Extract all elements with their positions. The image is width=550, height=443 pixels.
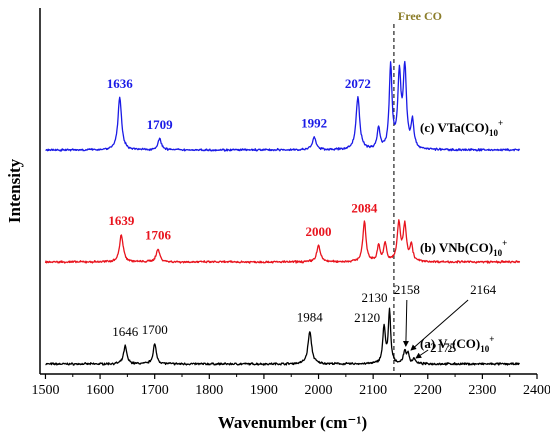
peak-label-a-2158: 2158 xyxy=(394,282,420,297)
series-label-c: (c) VTa(CO)10+ xyxy=(420,118,503,138)
superscript: + xyxy=(498,118,503,128)
x-tick-label-2100: 2100 xyxy=(359,383,387,398)
series-label-a: (a) V2(CO)10+ xyxy=(420,334,494,354)
subscript: 10 xyxy=(489,128,499,138)
free-co-label: Free CO xyxy=(398,9,442,23)
peak-label-b-2000: 2000 xyxy=(306,224,332,239)
peak-label-c-2072: 2072 xyxy=(345,76,371,91)
peak-label-a-1984: 1984 xyxy=(297,310,324,325)
peak-label-a-2175: 2175 xyxy=(430,340,456,355)
x-tick-label-1600: 1600 xyxy=(86,383,114,398)
subscript: 2 xyxy=(448,344,453,354)
x-tick-label-2300: 2300 xyxy=(468,383,496,398)
peak-label-a-1700: 1700 xyxy=(142,322,168,337)
subscript: 10 xyxy=(493,248,503,258)
x-tick-label-2400: 2400 xyxy=(523,383,550,398)
superscript: + xyxy=(502,238,507,248)
series-label-b: (b) VNb(CO)10+ xyxy=(420,238,507,258)
series-trace-a xyxy=(45,307,520,366)
axes-layer: 1500 1600 1700 1800 1900 2000 2100 2200 2300 2400… xyxy=(5,8,550,432)
subscript: 10 xyxy=(480,344,490,354)
arrow-2164 xyxy=(410,299,469,351)
peak-label-c-1709: 1709 xyxy=(147,117,174,132)
peak-label-c-1992: 1992 xyxy=(301,115,327,130)
peak-label-c-1636: 1636 xyxy=(107,76,134,91)
label-text: (b) VNb(CO) xyxy=(420,240,493,255)
peak-label-a-1646: 1646 xyxy=(112,324,139,339)
y-axis-title: Intensity xyxy=(5,158,24,223)
label-text: (a) V xyxy=(420,336,448,351)
peak-label-b-1639: 1639 xyxy=(108,213,135,228)
label-text: (CO) xyxy=(452,336,480,351)
peak-label-b-2084: 2084 xyxy=(351,200,378,215)
peak-label-a-2130: 2130 xyxy=(362,290,388,305)
arrow-2158 xyxy=(402,299,409,347)
series-trace-c xyxy=(45,60,521,152)
annotations-layer: 1646 1700 1984 2120 2130 2158 2164 2175(a) V2(C… xyxy=(107,76,507,359)
peak-label-a-2120: 2120 xyxy=(354,310,380,325)
x-axis-title: Wavenumber (cm⁻¹) xyxy=(218,413,367,432)
x-tick-label-1900: 1900 xyxy=(250,383,278,398)
x-tick-label-1700: 1700 xyxy=(141,383,169,398)
x-tick-label-1500: 1500 xyxy=(31,383,59,398)
traces-layer xyxy=(44,60,521,366)
peak-label-b-1706: 1706 xyxy=(145,227,172,242)
reference-layer: Free CO xyxy=(393,9,442,374)
label-text: (c) VTa(CO) xyxy=(420,120,489,135)
arrow-2175 xyxy=(415,349,429,359)
x-tick-label-2200: 2200 xyxy=(414,383,442,398)
superscript: + xyxy=(489,334,494,344)
x-tick-label-2000: 2000 xyxy=(305,383,333,398)
series-trace-b xyxy=(44,219,521,264)
x-tick-label-1800: 1800 xyxy=(195,383,223,398)
peak-label-a-2164: 2164 xyxy=(470,282,497,297)
